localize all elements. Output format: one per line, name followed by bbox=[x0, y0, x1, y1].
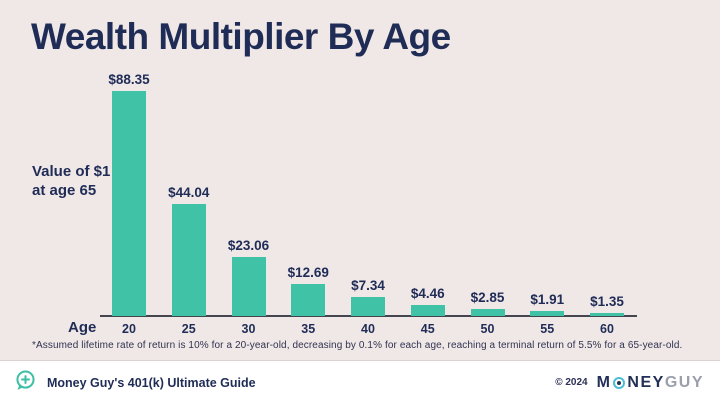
x-tick-label: 60 bbox=[600, 322, 614, 336]
bar-age-25 bbox=[171, 204, 206, 316]
bar-value-label: $23.06 bbox=[227, 238, 270, 253]
x-tick-label: 30 bbox=[241, 322, 256, 336]
logo-letter-m: M bbox=[596, 373, 612, 391]
footer-left: Money Guy's 401(k) Ultimate Guide bbox=[14, 369, 256, 397]
y-axis-label-line1: Value of $1 bbox=[32, 163, 111, 180]
bar-age-45 bbox=[410, 305, 445, 316]
bar-value-label: $12.69 bbox=[287, 265, 329, 280]
x-tick-label: 45 bbox=[420, 322, 435, 336]
bar-age-20 bbox=[112, 91, 146, 316]
logo-letters-guy: GUY bbox=[664, 373, 704, 391]
footer-bar: Money Guy's 401(k) Ultimate Guide © 2024… bbox=[0, 360, 720, 404]
bar-value-label: $44.04 bbox=[168, 185, 210, 200]
logo-o-target-icon bbox=[613, 376, 626, 389]
y-axis-label: Value of $1 at age 65 bbox=[32, 162, 110, 200]
moneyguy-logo: M NEY GUY bbox=[597, 374, 704, 392]
money-guy-bubble-icon bbox=[14, 369, 37, 397]
y-axis-label-line2: at age 65 bbox=[32, 182, 97, 199]
x-tick-label: 35 bbox=[301, 322, 316, 336]
copyright-text: © 2024 bbox=[555, 377, 588, 388]
bar-age-60 bbox=[590, 313, 624, 316]
bar-age-40 bbox=[351, 297, 385, 316]
logo-letters-ney: NEY bbox=[627, 373, 665, 391]
bar-value-label: $7.34 bbox=[351, 278, 385, 293]
x-tick-label: 25 bbox=[181, 322, 196, 336]
bar-age-30 bbox=[231, 257, 266, 316]
bar-value-label: $88.35 bbox=[108, 72, 150, 87]
x-tick-label: 55 bbox=[540, 322, 555, 336]
bar-value-label: $4.46 bbox=[410, 286, 445, 301]
bar-value-label: $1.35 bbox=[590, 294, 624, 309]
x-tick-label: 40 bbox=[361, 322, 375, 336]
bar-age-50 bbox=[470, 309, 505, 316]
guide-title: Money Guy's 401(k) Ultimate Guide bbox=[47, 375, 256, 390]
bar-value-label: $2.85 bbox=[470, 290, 505, 305]
page-title: Wealth Multiplier By Age bbox=[31, 16, 451, 57]
x-axis-title: Age bbox=[68, 319, 97, 336]
footnote: *Assumed lifetime rate of return is 10% … bbox=[32, 340, 683, 351]
x-axis-line bbox=[100, 315, 637, 317]
bar-age-55 bbox=[530, 311, 565, 316]
bar-age-35 bbox=[291, 284, 326, 316]
x-tick-label: 20 bbox=[122, 322, 136, 336]
x-tick-label: 50 bbox=[480, 322, 495, 336]
footer-right: © 2024 M NEY GUY bbox=[555, 374, 704, 392]
bar-value-label: $1.91 bbox=[530, 292, 565, 307]
